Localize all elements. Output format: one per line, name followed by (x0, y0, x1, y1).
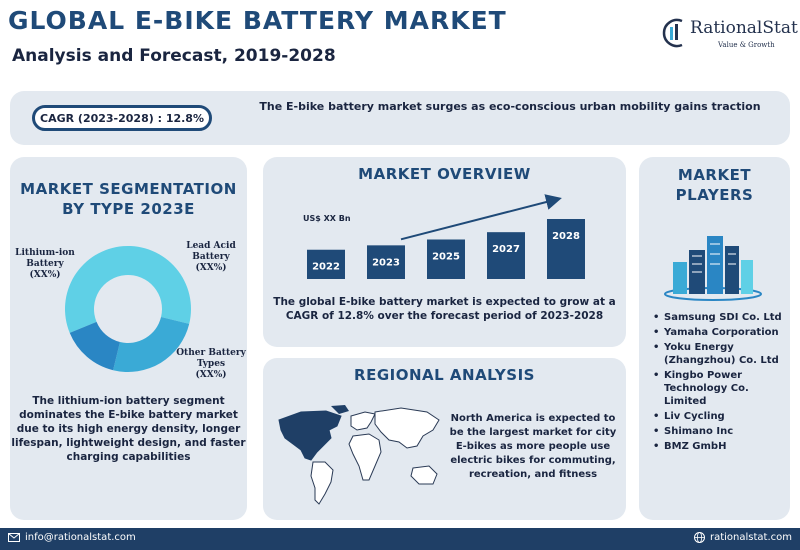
north-america-region (278, 410, 342, 461)
segment-label-lithium: Lithium-ion Battery (XX%) (14, 248, 76, 281)
page-title: GLOBAL E-BIKE BATTERY MARKET (8, 6, 507, 35)
australia-region (410, 465, 438, 485)
segmentation-heading-line1: MARKET SEGMENTATION (20, 180, 237, 198)
bar-label-2022: 2022 (312, 262, 340, 273)
donut-slice (69, 321, 120, 371)
asia-region (374, 407, 440, 449)
segmentation-heading-line2: BY TYPE 2023E (62, 200, 195, 218)
bar-label-2023: 2023 (372, 257, 400, 268)
player-item: Shimano Inc (653, 425, 788, 438)
market-players-heading-line2: PLAYERS (675, 186, 754, 204)
footer-email: info@rationalstat.com (25, 532, 136, 543)
europe-region (350, 411, 376, 431)
trend-arrow (400, 194, 562, 241)
segmentation-donut-chart (65, 246, 191, 372)
globe-icon (693, 532, 705, 543)
bar-2023 (367, 245, 405, 279)
market-players-panel: MARKET PLAYERS Samsung SDI Co. Ltd Yamah… (639, 157, 790, 520)
footer-website-link[interactable]: rationalstat.com (693, 532, 792, 543)
player-item: Samsung SDI Co. Ltd (653, 311, 788, 324)
player-item: Liv Cycling (653, 410, 788, 423)
segment-label-other-line1: Other Battery (176, 348, 246, 358)
africa-region (348, 433, 382, 481)
market-overview-panel: MARKET OVERVIEW US$ XX Bn 2022 2023 2025 202… (263, 157, 626, 347)
regional-analysis-panel: REGIONAL ANALYSIS North America is expec… (263, 358, 626, 520)
footer-email-link[interactable]: info@rationalstat.com (8, 532, 136, 543)
regional-analysis-heading: REGIONAL ANALYSIS (354, 366, 535, 384)
regional-analysis-description: North America is expected to be the larg… (449, 413, 617, 480)
segment-label-other-line2: Types (196, 359, 226, 369)
market-overview-description: The global E-bike battery market is expe… (273, 296, 616, 322)
market-overview-heading: MARKET OVERVIEW (358, 165, 531, 183)
segment-label-lead-acid-line1: Lead Acid (186, 241, 236, 251)
segment-label-lead-acid: Lead Acid Battery (XX%) (180, 241, 242, 274)
segment-label-lithium-line2: Battery (26, 259, 64, 269)
market-size-bar-chart: US$ XX Bn 2022 2023 2025 2027 2028 (303, 194, 585, 279)
player-item: Yoku Energy (Zhangzhou) Co. Ltd (653, 341, 788, 367)
footer-bar: info@rationalstat.com rationalstat.com (0, 528, 800, 550)
segment-value-lithium: (XX%) (29, 270, 61, 280)
segmentation-description: The lithium-ion battery segment dominate… (11, 395, 246, 463)
bar-2025 (427, 239, 465, 279)
world-map-icon (278, 405, 440, 505)
segment-value-lead-acid: (XX%) (195, 263, 227, 273)
brand-logo-icon (662, 18, 683, 48)
city-buildings-icon (664, 236, 762, 301)
bar-label-2025: 2025 (432, 251, 460, 262)
bar-2022 (307, 249, 345, 279)
bar-2027 (487, 232, 525, 279)
segment-label-other: Other Battery Types (XX%) (176, 348, 246, 381)
chart-unit-label: US$ XX Bn (303, 214, 351, 223)
footer-website: rationalstat.com (709, 532, 792, 543)
cagr-banner: CAGR (2023-2028) : 12.8% The E-bike batt… (10, 91, 790, 145)
banner-headline: The E-bike battery market surges as eco-… (259, 100, 761, 113)
segment-label-lithium-line1: Lithium-ion (15, 248, 75, 258)
segment-value-other: (XX%) (195, 370, 227, 380)
market-players-heading-line1: MARKET (677, 166, 752, 184)
south-america-region (310, 461, 334, 505)
market-players-list: Samsung SDI Co. Ltd Yamaha Corporation Y… (653, 311, 788, 455)
segmentation-panel: MARKET SEGMENTATION BY TYPE 2023E Lithiu… (10, 157, 247, 520)
bar-label-2027: 2027 (492, 244, 520, 255)
bar-2028 (547, 219, 585, 279)
cagr-badge: CAGR (2023-2028) : 12.8% (32, 105, 212, 131)
player-item: Kingbo Power Technology Co. Limited (653, 369, 788, 408)
donut-slice (113, 317, 190, 372)
bar-label-2028: 2028 (552, 231, 580, 242)
donut-slice (65, 246, 191, 333)
player-item: BMZ GmbH (653, 440, 788, 453)
player-item: Yamaha Corporation (653, 326, 788, 339)
page-subtitle: Analysis and Forecast, 2019-2028 (12, 46, 336, 66)
segment-label-lead-acid-line2: Battery (192, 252, 230, 262)
segmentation-heading: MARKET SEGMENTATION BY TYPE 2023E (10, 179, 247, 219)
brand-name: RationalStat (690, 18, 798, 38)
market-players-heading: MARKET PLAYERS (639, 165, 790, 205)
mail-icon (8, 533, 20, 542)
brand-tagline: Value & Growth (718, 41, 775, 49)
brand-logo[interactable]: RationalStat Value & Growth (660, 14, 798, 54)
